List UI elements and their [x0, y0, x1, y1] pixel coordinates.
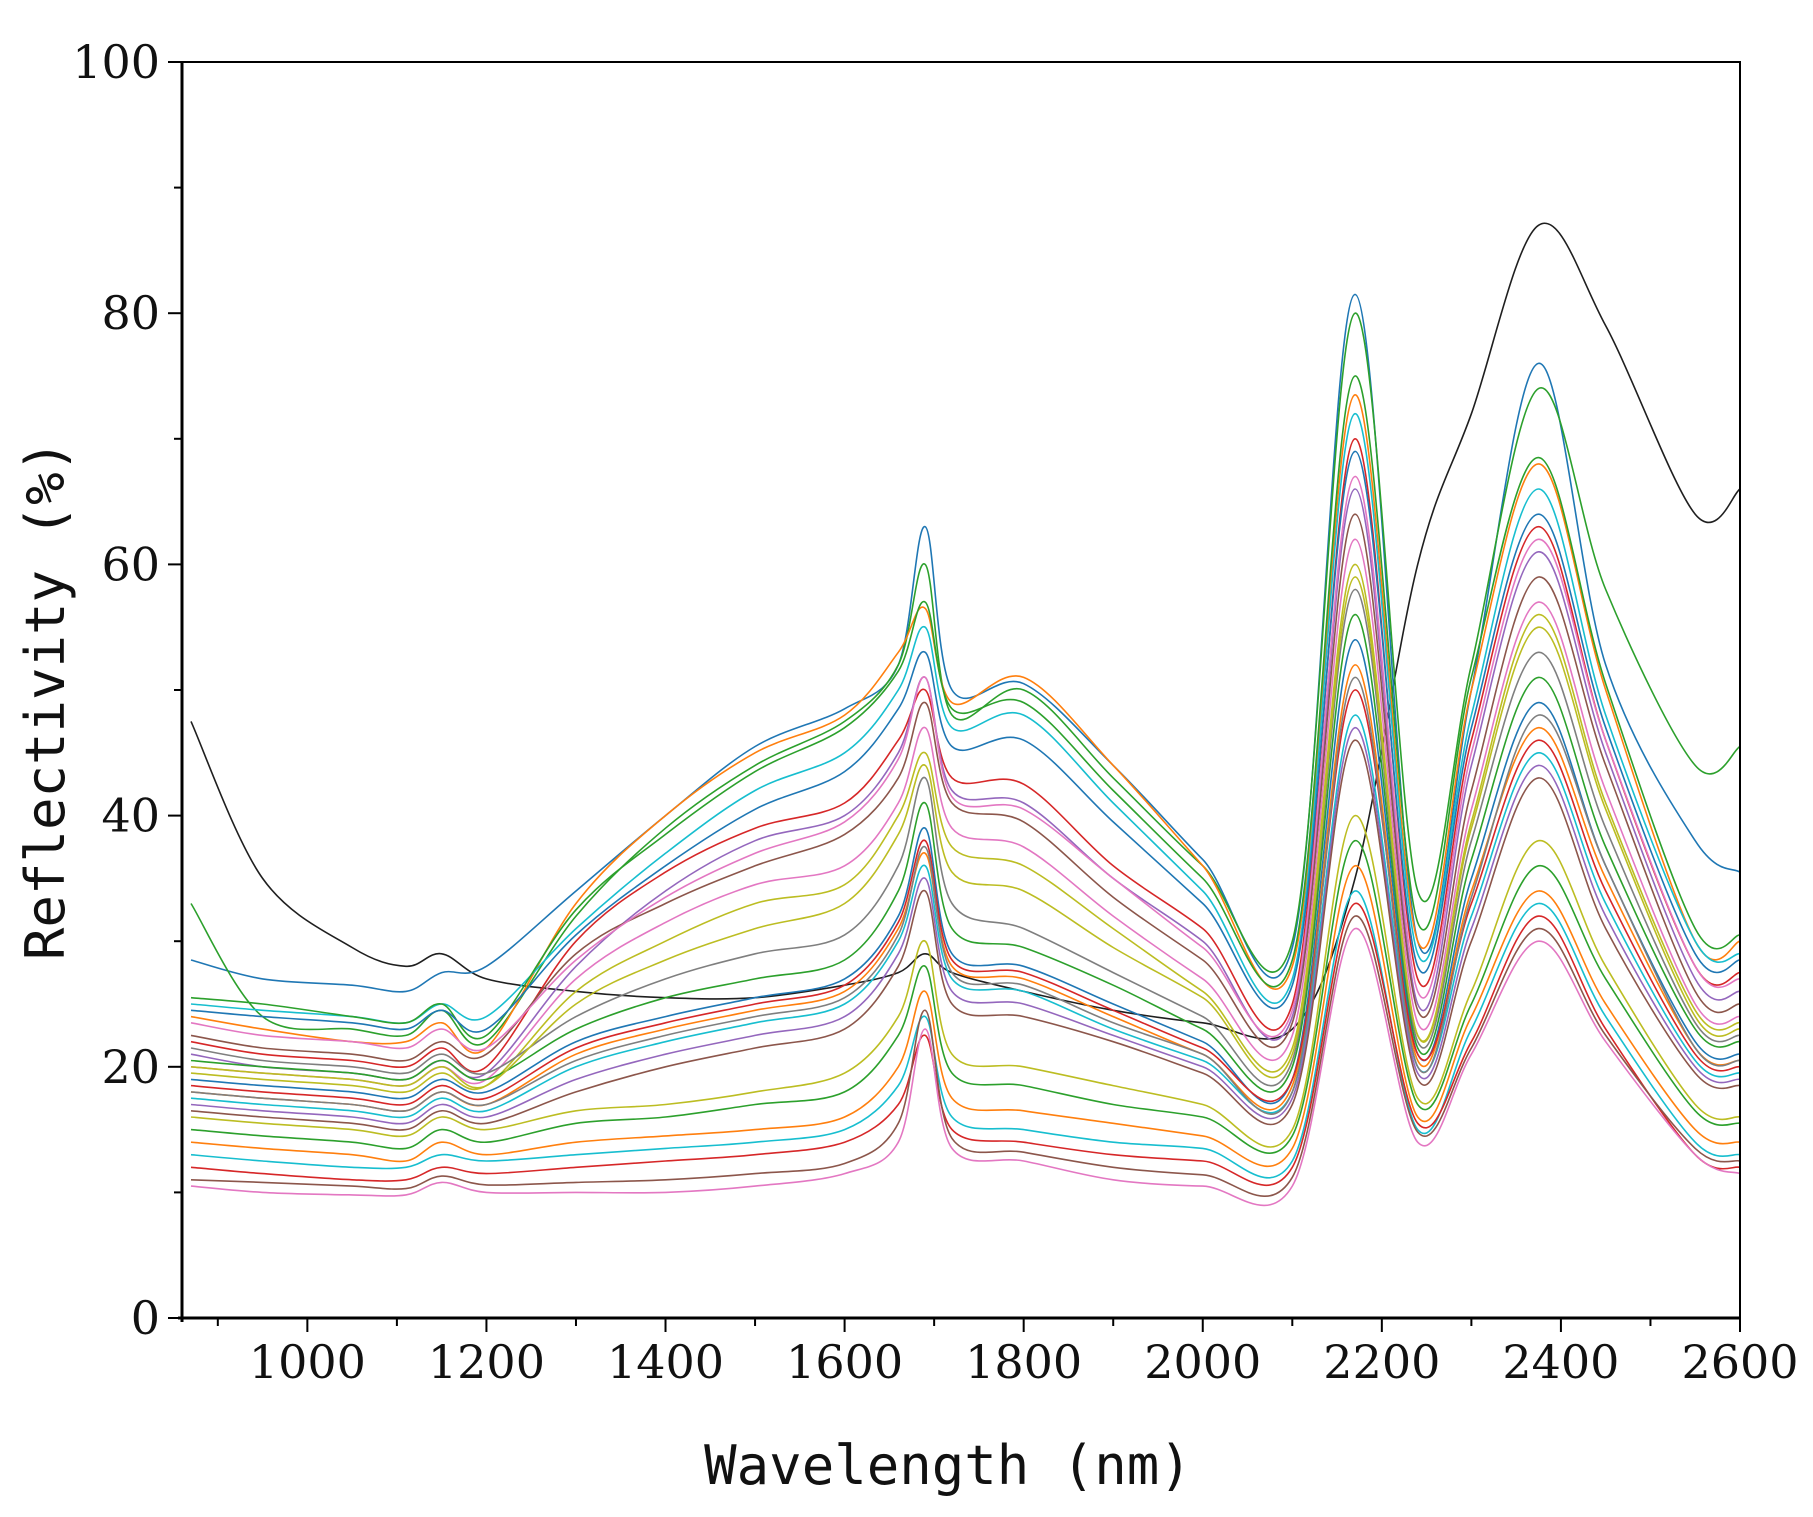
y-tick-label: 20 [101, 1040, 160, 1094]
y-axis-title: Reflectivity (%) [14, 440, 77, 960]
series-line-2 [190, 293, 1741, 993]
series-line-11 [190, 588, 1741, 1087]
series-line-5 [190, 412, 1741, 1025]
series-line-15 [190, 689, 1741, 1106]
series-line-6 [190, 437, 1741, 1073]
x-tick-label: 1400 [607, 1335, 724, 1389]
series-line-16 [190, 714, 1741, 1119]
x-tick-label: 2200 [1323, 1335, 1440, 1389]
y-tick-label: 60 [101, 537, 160, 591]
x-tick-label: 2400 [1502, 1335, 1619, 1389]
y-tick-label: 40 [101, 789, 160, 843]
y-tick-label: 0 [131, 1291, 160, 1345]
series-line-28 [190, 475, 1741, 1052]
x-axis-title: Wavelength (nm) [704, 1434, 1192, 1497]
x-tick-label: 1000 [249, 1335, 366, 1389]
series-line-30 [190, 576, 1741, 1089]
series-line-23 [190, 902, 1741, 1186]
y-tick-label: 100 [72, 35, 160, 89]
series-line-13 [190, 638, 1741, 1105]
series-line-27 [190, 450, 1741, 1033]
series-line-19 [190, 814, 1741, 1148]
series-line-9 [190, 538, 1741, 1087]
x-tick-label: 1800 [965, 1335, 1082, 1389]
series-line-20 [190, 839, 1741, 1154]
series-line-24 [190, 927, 1741, 1207]
series-line-4 [190, 393, 1741, 1054]
series-line-12 [190, 613, 1741, 1093]
series-line-29 [190, 676, 1741, 1115]
x-tick-label: 1600 [786, 1335, 903, 1389]
x-tick-label: 2600 [1681, 1335, 1798, 1389]
series-line-3 [190, 312, 1741, 1046]
series-line-21 [190, 865, 1741, 1168]
series-line-18 [190, 739, 1741, 1131]
series-line-26 [190, 375, 1741, 1040]
series-line-22 [190, 890, 1741, 1179]
x-tick-label: 2000 [1144, 1335, 1261, 1389]
x-tick-label: 1200 [428, 1335, 545, 1389]
series-layer [190, 222, 1741, 1207]
axes-layer: 1000 1200 1400 1600 1800 2000 2200 2400 2600 0 20 4… [72, 35, 1798, 1389]
y-tick-label: 80 [101, 286, 160, 340]
series-line-8 [190, 513, 1741, 1062]
series-line-25 [190, 915, 1741, 1198]
series-line-17 [190, 726, 1741, 1125]
